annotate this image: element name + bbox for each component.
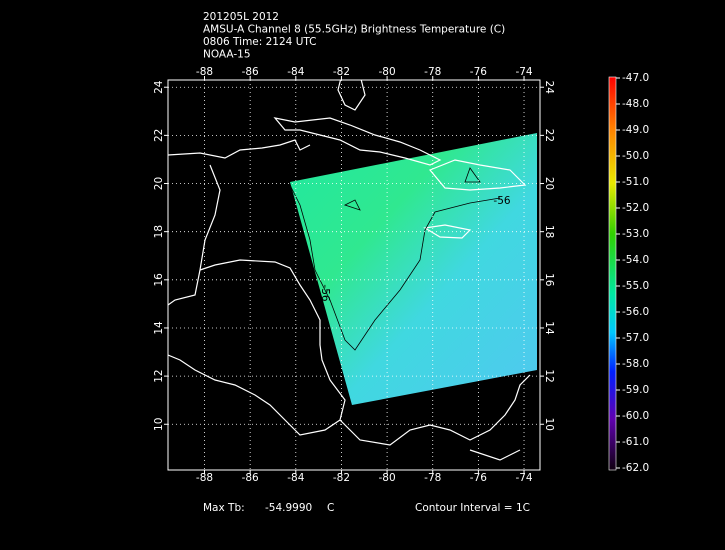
header-line: AMSU-A Channel 8 (55.5GHz) Brightness Te… <box>203 24 505 36</box>
colorbar-label: -62.0 <box>622 462 649 474</box>
lat-tick-label: 24 <box>153 80 165 94</box>
lon-tick-label: -84 <box>287 472 304 484</box>
header-line: NOAA-15 <box>203 49 251 61</box>
lon-tick-label: -88 <box>196 66 213 78</box>
colorbar-label: -56.0 <box>622 306 649 318</box>
header-line: 201205L 2012 <box>203 11 279 23</box>
lon-tick-label: -80 <box>379 66 396 78</box>
colorbar-label: -60.0 <box>622 410 649 422</box>
lon-tick-label: -82 <box>333 66 350 78</box>
colorbar-label: -52.0 <box>622 202 649 214</box>
lon-tick-label: -78 <box>424 66 441 78</box>
lat-tick-label: 24 <box>543 81 555 95</box>
lat-tick-label: 18 <box>543 225 555 238</box>
max-label: Max Tb: <box>203 502 245 514</box>
lat-tick-label: 22 <box>153 129 165 142</box>
colorbar-label: -51.0 <box>622 176 649 188</box>
lat-tick-label: 12 <box>153 369 165 382</box>
contour-label: -56 <box>319 284 331 301</box>
lon-tick-label: -76 <box>470 472 487 484</box>
lat-tick-label: 10 <box>543 418 555 431</box>
lon-tick-label: -74 <box>515 472 532 484</box>
colorbar-label: -55.0 <box>622 280 649 292</box>
max-unit: C <box>327 502 334 514</box>
lon-tick-label: -86 <box>242 66 259 78</box>
colorbar-label: -59.0 <box>622 384 649 396</box>
lon-tick-label: -86 <box>242 472 259 484</box>
header-line: 0806 Time: 2124 UTC <box>203 36 317 48</box>
lat-tick-label: 12 <box>543 369 555 382</box>
lat-tick-label: 16 <box>153 273 165 287</box>
colorbar-label: -57.0 <box>622 332 649 344</box>
lon-tick-label: -88 <box>196 472 213 484</box>
max-value: -54.9990 <box>265 502 312 514</box>
lat-tick-label: 10 <box>153 418 165 431</box>
lat-tick-label: 16 <box>543 273 555 287</box>
colorbar-label: -58.0 <box>622 358 649 370</box>
lon-tick-label: -80 <box>379 472 396 484</box>
colorbar-label: -48.0 <box>622 98 649 110</box>
lat-tick-label: 20 <box>153 177 165 190</box>
lon-tick-label: -84 <box>287 66 304 78</box>
lon-tick-label: -76 <box>470 66 487 78</box>
coastline <box>168 80 531 461</box>
colorbar-label: -53.0 <box>622 228 649 240</box>
colorbar-label: -47.0 <box>622 72 649 84</box>
lon-tick-label: -82 <box>333 472 350 484</box>
lat-tick-label: 18 <box>153 225 165 238</box>
lon-tick-label: -74 <box>515 66 532 78</box>
contour <box>289 167 501 351</box>
contour-interval: Contour Interval = 1C <box>415 502 530 514</box>
map-area <box>168 80 537 461</box>
lat-tick-label: 14 <box>153 321 165 335</box>
contour-label: -56 <box>493 195 510 207</box>
map-frame <box>167 79 541 471</box>
lat-tick-label: 22 <box>543 129 555 142</box>
lat-tick-label: 14 <box>543 321 555 335</box>
colorbar-label: -49.0 <box>622 124 649 136</box>
colorbar-label: -54.0 <box>622 254 649 266</box>
colorbar-label: -50.0 <box>622 150 649 162</box>
colorbar <box>608 76 617 471</box>
colorbar-label: -61.0 <box>622 436 649 448</box>
satellite-swath <box>290 133 537 405</box>
lat-tick-label: 20 <box>543 177 555 190</box>
lon-tick-label: -78 <box>424 472 441 484</box>
